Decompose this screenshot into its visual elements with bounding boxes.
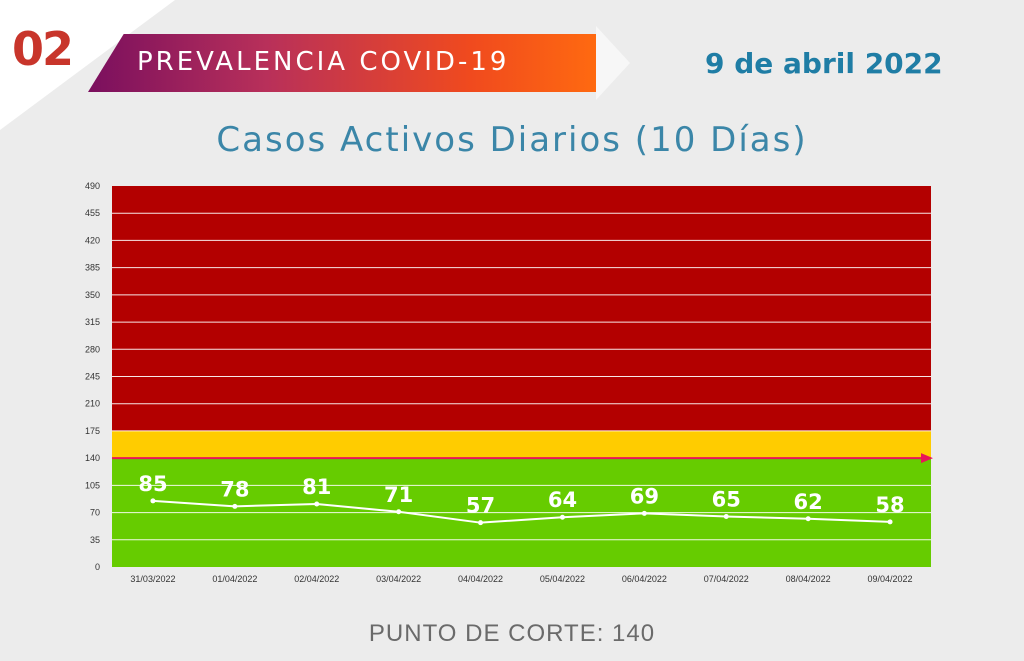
zone-green [112, 458, 931, 567]
data-point [314, 501, 320, 507]
y-tick-label: 455 [85, 208, 100, 218]
y-tick-label: 315 [85, 317, 100, 327]
data-point [805, 516, 811, 522]
y-tick-label: 420 [85, 235, 100, 245]
chart-title: Casos Activos Diarios (10 Días) [216, 120, 808, 160]
cutoff-arrow-icon [921, 453, 933, 464]
x-tick-label: 09/04/2022 [868, 574, 913, 584]
x-tick-label: 01/04/2022 [212, 574, 257, 584]
data-point [396, 509, 402, 515]
data-point [232, 503, 238, 509]
report-date: 9 de abril 2022 [705, 47, 943, 80]
data-label: 78 [220, 477, 249, 501]
y-tick-label: 210 [85, 399, 100, 409]
banner-arrow-tip [596, 26, 630, 100]
zone-yellow [112, 430, 931, 459]
y-tick-label: 385 [85, 263, 100, 273]
y-tick-label: 350 [85, 290, 100, 300]
cutoff-label: PUNTO DE CORTE: 140 [368, 620, 656, 647]
data-point [723, 513, 729, 519]
series-line [152, 499, 891, 524]
data-label: 81 [302, 475, 331, 499]
title-banner [88, 34, 598, 92]
y-tick-label: 280 [85, 344, 100, 354]
x-tick-label: 06/04/2022 [622, 574, 667, 584]
section-number: 02 [12, 22, 74, 76]
y-tick-label: 490 [85, 181, 100, 191]
data-point [641, 510, 647, 516]
data-label: 65 [712, 487, 741, 511]
data-label: 57 [466, 494, 495, 518]
x-tick-label: 04/04/2022 [458, 574, 503, 584]
y-tick-label: 175 [85, 426, 100, 436]
zone-red [112, 186, 931, 431]
data-label: 64 [548, 488, 577, 512]
data-label: 85 [138, 472, 167, 496]
y-tick-label: 140 [85, 453, 100, 463]
x-tick-label: 31/03/2022 [130, 574, 175, 584]
y-tick-label: 245 [85, 372, 100, 382]
y-tick-label: 35 [90, 535, 100, 545]
y-tick-label: 0 [95, 562, 100, 572]
data-point [887, 519, 893, 525]
x-tick-label: 07/04/2022 [704, 574, 749, 584]
data-label: 58 [875, 493, 904, 517]
y-tick-label: 70 [90, 508, 100, 518]
data-label: 69 [630, 484, 659, 508]
data-point [559, 514, 565, 520]
x-tick-label: 03/04/2022 [376, 574, 421, 584]
data-point [150, 498, 156, 504]
x-tick-label: 08/04/2022 [786, 574, 831, 584]
data-label: 62 [794, 490, 823, 514]
section-title: PREVALENCIA COVID-19 [137, 47, 510, 77]
y-tick-label: 105 [85, 480, 100, 490]
x-tick-label: 02/04/2022 [294, 574, 339, 584]
data-point [478, 520, 484, 526]
x-tick-label: 05/04/2022 [540, 574, 585, 584]
data-label: 71 [384, 483, 413, 507]
